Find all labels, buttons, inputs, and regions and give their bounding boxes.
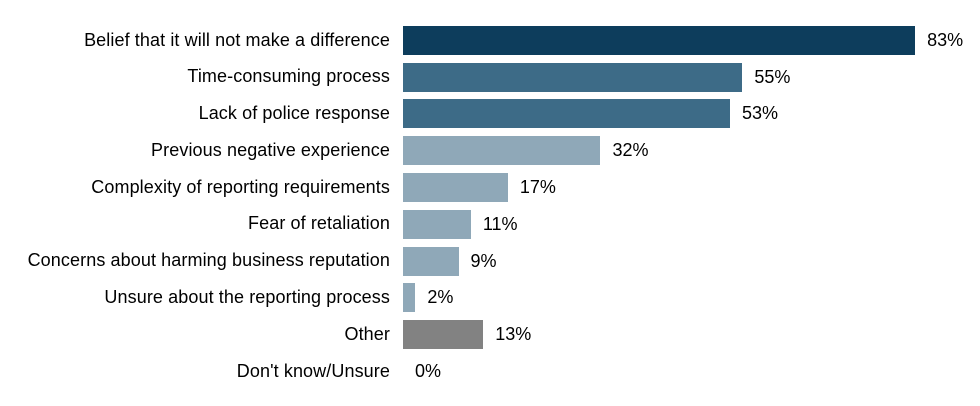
category-label: Don't know/Unsure xyxy=(236,360,390,381)
bar xyxy=(403,25,916,55)
bar xyxy=(403,173,508,203)
bar xyxy=(403,320,484,350)
category-label: Time-consuming process xyxy=(187,66,390,87)
bar-area: 55% xyxy=(403,59,980,96)
bar-row: Belief that it will not make a differenc… xyxy=(0,22,980,59)
category-label: Belief that it will not make a differenc… xyxy=(84,29,390,50)
category-label: Other xyxy=(344,323,390,344)
bar-row: Lack of police response 53% xyxy=(0,96,980,133)
bar-row: Previous negative experience 32% xyxy=(0,132,980,169)
category-label: Unsure about the reporting process xyxy=(104,287,390,308)
bar-row: Concerns about harming business reputati… xyxy=(0,243,980,280)
value-label: 55% xyxy=(754,66,791,87)
value-label: 32% xyxy=(612,140,649,161)
bar xyxy=(403,99,730,129)
chart-rows: Belief that it will not make a differenc… xyxy=(0,22,980,390)
bar-row: Fear of retaliation 11% xyxy=(0,206,980,243)
bar-area: 13% xyxy=(403,316,980,353)
value-label: 2% xyxy=(427,287,454,308)
bar-area: 0% xyxy=(403,353,980,390)
value-label: 0% xyxy=(415,361,442,382)
bar-row: Unsure about the reporting process 2% xyxy=(0,280,980,317)
category-label: Lack of police response xyxy=(198,103,390,124)
bar-row: Other 13% xyxy=(0,316,980,353)
category-label: Previous negative experience xyxy=(151,139,390,160)
value-label: 53% xyxy=(742,103,779,124)
value-label: 9% xyxy=(470,250,497,271)
bar xyxy=(403,62,743,92)
category-label: Concerns about harming business reputati… xyxy=(27,250,390,271)
bar-row: Complexity of reporting requirements 17% xyxy=(0,169,980,206)
bar-area: 17% xyxy=(403,169,980,206)
bar xyxy=(403,283,416,313)
value-label: 13% xyxy=(495,324,532,345)
bar-area: 2% xyxy=(403,280,980,317)
bar-row: Time-consuming process 55% xyxy=(0,59,980,96)
bar-row: Don't know/Unsure 0% xyxy=(0,353,980,390)
bar-area: 9% xyxy=(403,243,980,280)
value-label: 17% xyxy=(519,177,556,198)
value-label: 83% xyxy=(927,29,964,50)
bar-area: 32% xyxy=(403,132,980,169)
bar xyxy=(403,136,601,166)
bar-area: 11% xyxy=(403,206,980,243)
category-label: Complexity of reporting requirements xyxy=(91,176,390,197)
category-label: Fear of retaliation xyxy=(248,213,390,234)
value-label: 11% xyxy=(482,213,518,234)
bar-area: 53% xyxy=(403,96,980,133)
bar-area: 83% xyxy=(403,22,980,59)
bar xyxy=(403,209,471,239)
bar xyxy=(403,246,459,276)
